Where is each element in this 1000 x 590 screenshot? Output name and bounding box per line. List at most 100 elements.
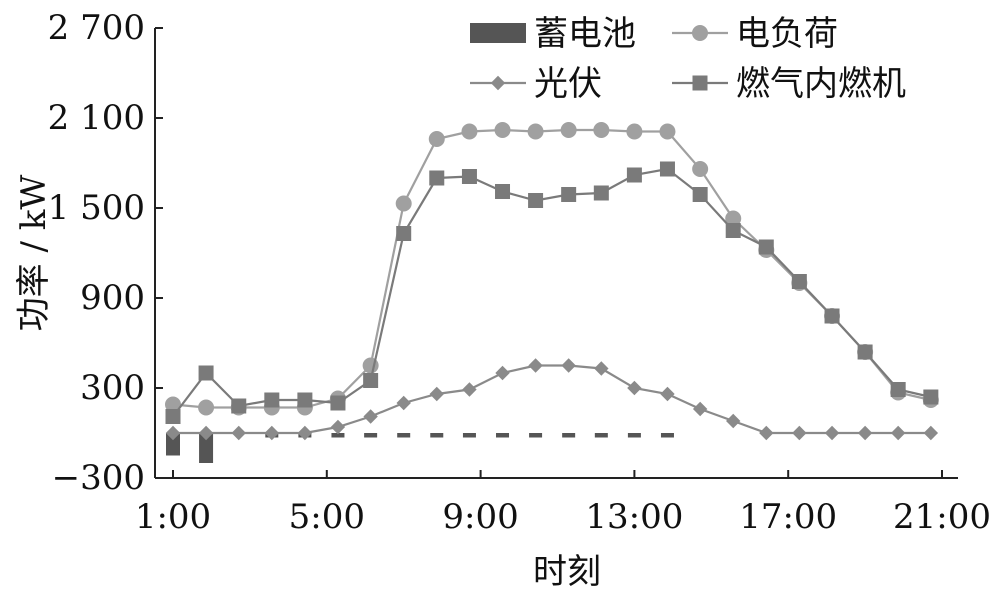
gas-engine-point: [791, 274, 807, 289]
battery-bar: [496, 433, 510, 438]
load-point: [527, 123, 544, 140]
legend-label: 燃气内燃机: [736, 64, 906, 104]
legend-swatch: [470, 23, 526, 43]
battery-bar: [627, 433, 641, 438]
gas-engine-point: [561, 187, 577, 202]
legend-swatch-marker: [692, 75, 708, 91]
battery-bar: [166, 433, 180, 456]
x-axis-title: 时刻: [533, 552, 601, 590]
gas-engine-point: [198, 365, 214, 381]
gas-engine-point: [692, 187, 708, 202]
pv-point: [198, 425, 214, 441]
y-tick-label: 2 100: [48, 98, 145, 138]
legend-label: 蓄电池: [534, 14, 636, 54]
pv-point: [561, 358, 576, 373]
legend-label: 电负荷: [736, 14, 838, 54]
x-tick-label: 1:00: [135, 497, 211, 537]
y-axis-title: 功率 / kW: [14, 175, 54, 332]
x-tick-label: 5:00: [289, 497, 365, 537]
y-tick-label: 1 500: [48, 188, 145, 228]
legend-item: 燃气内燃机: [672, 64, 906, 104]
battery-bar: [660, 433, 674, 438]
pv-point: [923, 425, 939, 441]
pv-point: [857, 425, 873, 441]
ticks: −300 300 900 1 500 2 100 2 700 1:00 5:00 9:00 13:…: [48, 8, 991, 537]
load-point: [659, 123, 676, 140]
battery-bar: [364, 433, 378, 438]
gas-engine-point: [495, 184, 511, 199]
gas-engine-point: [363, 373, 379, 388]
series-line: [172, 167, 932, 418]
pv-point: [495, 365, 510, 381]
gas-engine-point: [923, 389, 939, 405]
pv-point: [396, 395, 411, 411]
x-tick-label: 13:00: [585, 497, 683, 537]
gas-engine-point: [297, 392, 313, 408]
plot-area: [165, 122, 939, 463]
pv-point: [627, 380, 642, 396]
battery-bar: [529, 433, 543, 438]
legend-label: 光伏: [534, 64, 602, 104]
battery-bar: [562, 433, 576, 438]
pv-point: [890, 425, 906, 441]
series-pv: [165, 358, 939, 441]
pv-point: [692, 401, 708, 417]
pv-point: [330, 419, 346, 435]
gas-engine-point: [593, 185, 609, 201]
pv-point: [759, 425, 774, 441]
gas-engine-point: [659, 161, 675, 177]
pv-point: [297, 425, 313, 441]
pv-point: [824, 425, 840, 441]
load-point: [198, 399, 215, 416]
battery-bar: [397, 433, 411, 438]
y-tick-label: −300: [52, 458, 145, 498]
series-load: [165, 122, 939, 416]
battery-bar: [594, 433, 608, 438]
gas-engine-point: [758, 239, 774, 255]
series-gas-engine: [165, 161, 939, 424]
x-tick-label: 17:00: [739, 497, 837, 537]
gas-engine-point: [429, 170, 445, 186]
load-point: [593, 122, 610, 138]
pv-point: [594, 361, 609, 376]
pv-point: [165, 425, 181, 441]
pv-point: [429, 386, 444, 402]
load-point: [428, 131, 445, 147]
legend-item: 蓄电池: [470, 14, 636, 54]
battery-bar: [331, 433, 345, 438]
gas-engine-point: [264, 392, 280, 408]
pv-point: [660, 386, 675, 402]
pv-point: [462, 382, 477, 397]
pv-point: [264, 425, 280, 441]
pv-point: [726, 413, 741, 429]
gas-engine-point: [626, 167, 642, 183]
y-tick-label: 300: [80, 368, 145, 408]
legend-item: 电负荷: [672, 14, 838, 54]
gas-engine-point: [528, 193, 544, 208]
x-tick-label: 9:00: [442, 497, 518, 537]
battery-bar: [430, 433, 444, 438]
axes: [154, 28, 958, 479]
load-point: [626, 123, 643, 140]
load-point: [494, 122, 511, 138]
gas-engine-point: [165, 409, 181, 424]
battery-bar: [199, 433, 214, 463]
y-tick-label: 2 700: [48, 8, 145, 48]
pv-point: [363, 409, 378, 424]
battery-bar: [462, 433, 476, 438]
pv-point: [231, 425, 246, 441]
x-tick-label: 21:00: [893, 497, 991, 537]
gas-engine-point: [330, 395, 346, 411]
pv-point: [528, 358, 543, 373]
load-point: [461, 123, 478, 140]
gas-engine-point: [396, 226, 412, 241]
gas-engine-point: [725, 223, 741, 238]
load-point: [395, 195, 412, 212]
legend-swatch-marker: [490, 75, 506, 91]
load-point: [560, 122, 577, 138]
gas-engine-point: [231, 398, 247, 414]
gas-engine-point: [824, 308, 840, 324]
load-point: [692, 161, 709, 177]
